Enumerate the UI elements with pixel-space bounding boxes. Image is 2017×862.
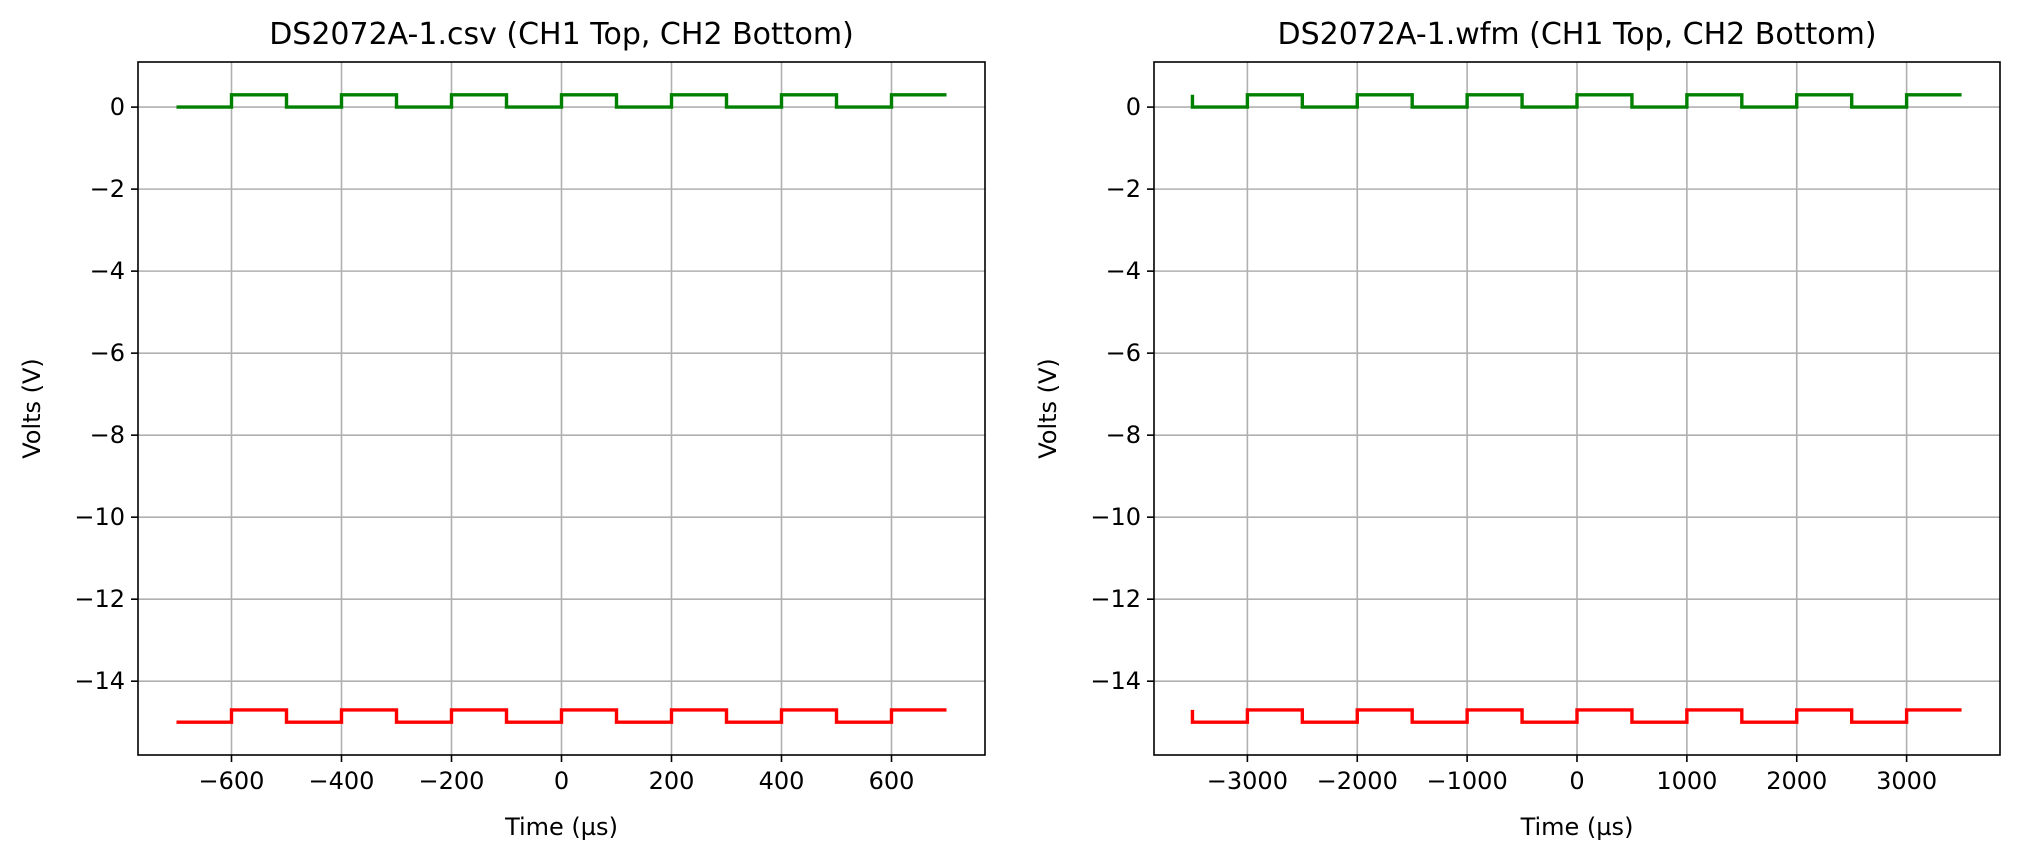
y-tick-label: −10 xyxy=(74,503,125,531)
y-tick-label: −2 xyxy=(1106,175,1141,203)
chart-title: DS2072A-1.wfm (CH1 Top, CH2 Bottom) xyxy=(1277,17,1876,52)
y-tick-label: −14 xyxy=(1090,667,1141,695)
x-tick-label: 0 xyxy=(554,767,569,795)
y-tick-label: −8 xyxy=(90,421,125,449)
x-tick-label: 1000 xyxy=(1656,767,1717,795)
y-tick-label: 0 xyxy=(110,93,125,121)
y-tick-label: −10 xyxy=(1090,503,1141,531)
x-tick-label: 0 xyxy=(1569,767,1584,795)
x-tick-label: 200 xyxy=(649,767,695,795)
x-tick-label: −2000 xyxy=(1317,767,1398,795)
x-axis-label: Time (µs) xyxy=(504,813,618,841)
x-tick-label: −600 xyxy=(199,767,265,795)
x-tick-label: −400 xyxy=(309,767,375,795)
x-tick-label: 600 xyxy=(869,767,915,795)
y-tick-label: 0 xyxy=(1126,93,1141,121)
y-tick-label: −12 xyxy=(74,585,125,613)
x-tick-label: 2000 xyxy=(1766,767,1827,795)
y-tick-label: −6 xyxy=(90,339,125,367)
x-tick-label: −1000 xyxy=(1427,767,1508,795)
y-axis-label: Volts (V) xyxy=(18,358,46,459)
y-tick-label: −4 xyxy=(1106,257,1141,285)
x-tick-label: −200 xyxy=(419,767,485,795)
y-axis-label: Volts (V) xyxy=(1034,358,1062,459)
y-tick-label: −8 xyxy=(1106,421,1141,449)
y-tick-label: −6 xyxy=(1106,339,1141,367)
y-tick-label: −14 xyxy=(74,667,125,695)
y-tick-label: −4 xyxy=(90,257,125,285)
y-tick-label: −12 xyxy=(1090,585,1141,613)
x-tick-label: 3000 xyxy=(1876,767,1937,795)
y-tick-label: −2 xyxy=(90,175,125,203)
x-axis-label: Time (µs) xyxy=(1520,813,1634,841)
x-tick-label: 400 xyxy=(759,767,805,795)
x-tick-label: −3000 xyxy=(1207,767,1288,795)
chart-title: DS2072A-1.csv (CH1 Top, CH2 Bottom) xyxy=(269,17,854,52)
